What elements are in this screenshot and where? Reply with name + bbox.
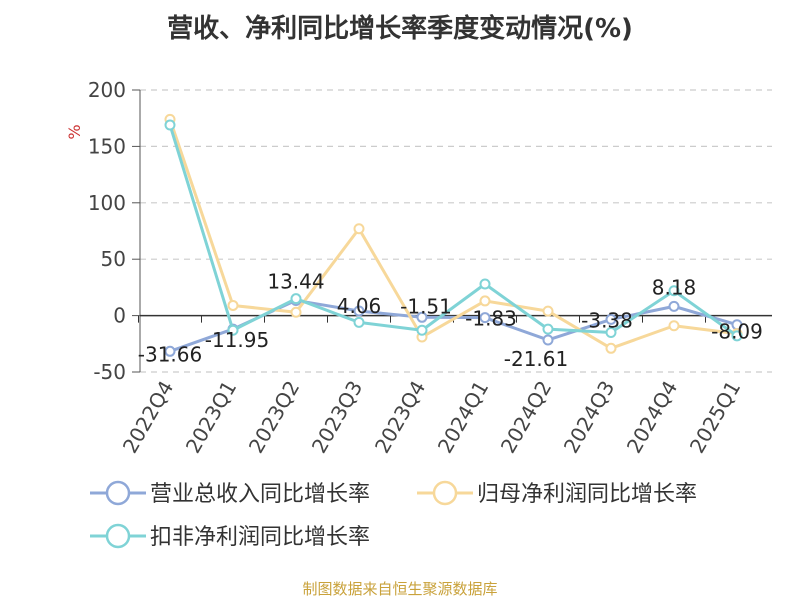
data-point[interactable]	[416, 324, 428, 336]
y-tick-label: 100	[88, 191, 126, 215]
data-point[interactable]	[416, 311, 428, 323]
data-point[interactable]	[227, 299, 239, 311]
series-lines	[164, 113, 743, 357]
data-label: 4.06	[337, 294, 382, 318]
legend-label: 归母净利润同比增长率	[477, 482, 697, 507]
data-point[interactable]	[479, 295, 491, 307]
data-label: 13.44	[267, 269, 324, 293]
data-point[interactable]	[605, 327, 617, 339]
data-point[interactable]	[353, 223, 365, 235]
data-point[interactable]	[164, 119, 176, 131]
data-point[interactable]	[290, 306, 302, 318]
x-tick-label: 2024Q2	[496, 377, 556, 458]
y-tick-label: 200	[88, 78, 126, 102]
data-label: -8.09	[711, 320, 763, 344]
data-label: -1.83	[465, 307, 517, 331]
legend-label: 扣非净利润同比增长率	[150, 525, 370, 550]
x-tick-label: 2024Q4	[622, 377, 682, 458]
x-tick-label: 2024Q3	[559, 377, 619, 458]
data-point[interactable]	[605, 342, 617, 354]
data-point[interactable]	[731, 330, 743, 342]
data-source-note: 制图数据来自恒生聚源数据库	[302, 580, 498, 598]
data-label: -1.51	[400, 294, 452, 318]
x-tick-label: 2022Q4	[118, 377, 178, 458]
data-point[interactable]	[227, 324, 239, 336]
chart-title: 营收、净利同比增长率季度变动情况(%)	[167, 14, 633, 44]
y-tick-label: 150	[88, 134, 126, 158]
legend-item[interactable]: 营业总收入同比增长率	[90, 480, 370, 507]
data-label: 8.18	[652, 275, 697, 299]
x-tick-label: 2023Q2	[244, 377, 304, 458]
y-tick-label: 0	[113, 304, 126, 328]
data-point[interactable]	[668, 320, 680, 332]
legend-label: 营业总收入同比增长率	[150, 482, 370, 507]
x-tick-label: 2025Q1	[685, 377, 745, 458]
y-tick-label: -50	[93, 360, 126, 384]
legend-item[interactable]: 归母净利润同比增长率	[417, 480, 697, 507]
data-point[interactable]	[542, 334, 554, 346]
data-point[interactable]	[605, 313, 617, 325]
data-point[interactable]	[668, 300, 680, 312]
series-line	[168, 118, 738, 350]
data-point[interactable]	[542, 323, 554, 335]
data-point[interactable]	[479, 278, 491, 290]
series-line	[168, 124, 738, 338]
data-point[interactable]	[353, 305, 365, 317]
legend-item[interactable]: 扣非净利润同比增长率	[90, 523, 370, 550]
data-label: -11.95	[205, 328, 269, 352]
x-tick-label: 2024Q1	[433, 377, 493, 458]
data-labels: -31.66-11.95 13.44 4.06 -1.51 -1.83 -21.61 -3.…	[138, 269, 763, 371]
data-label: -3.38	[581, 308, 633, 332]
data-label: -31.66	[138, 342, 202, 366]
x-tick-label: 2023Q1	[181, 377, 241, 458]
x-tick-label: 2023Q3	[307, 377, 367, 458]
data-point[interactable]	[668, 285, 680, 297]
data-point[interactable]	[479, 312, 491, 324]
x-tick-label: 2023Q4	[370, 377, 430, 458]
legend-marker-icon	[105, 523, 131, 549]
data-label: -21.61	[504, 347, 568, 371]
legend-marker-icon	[432, 480, 458, 506]
axes: 200 150 100 50 0 -50% 2022Q4 2023Q1 2023Q2 2023Q3…	[65, 78, 772, 457]
legend-marker-icon	[105, 480, 131, 506]
data-point[interactable]	[290, 293, 302, 305]
data-point[interactable]	[542, 305, 554, 317]
data-point[interactable]	[164, 345, 176, 357]
data-point[interactable]	[353, 316, 365, 328]
y-axis-unit-label: %	[65, 124, 84, 139]
y-tick-label: 50	[101, 247, 126, 271]
